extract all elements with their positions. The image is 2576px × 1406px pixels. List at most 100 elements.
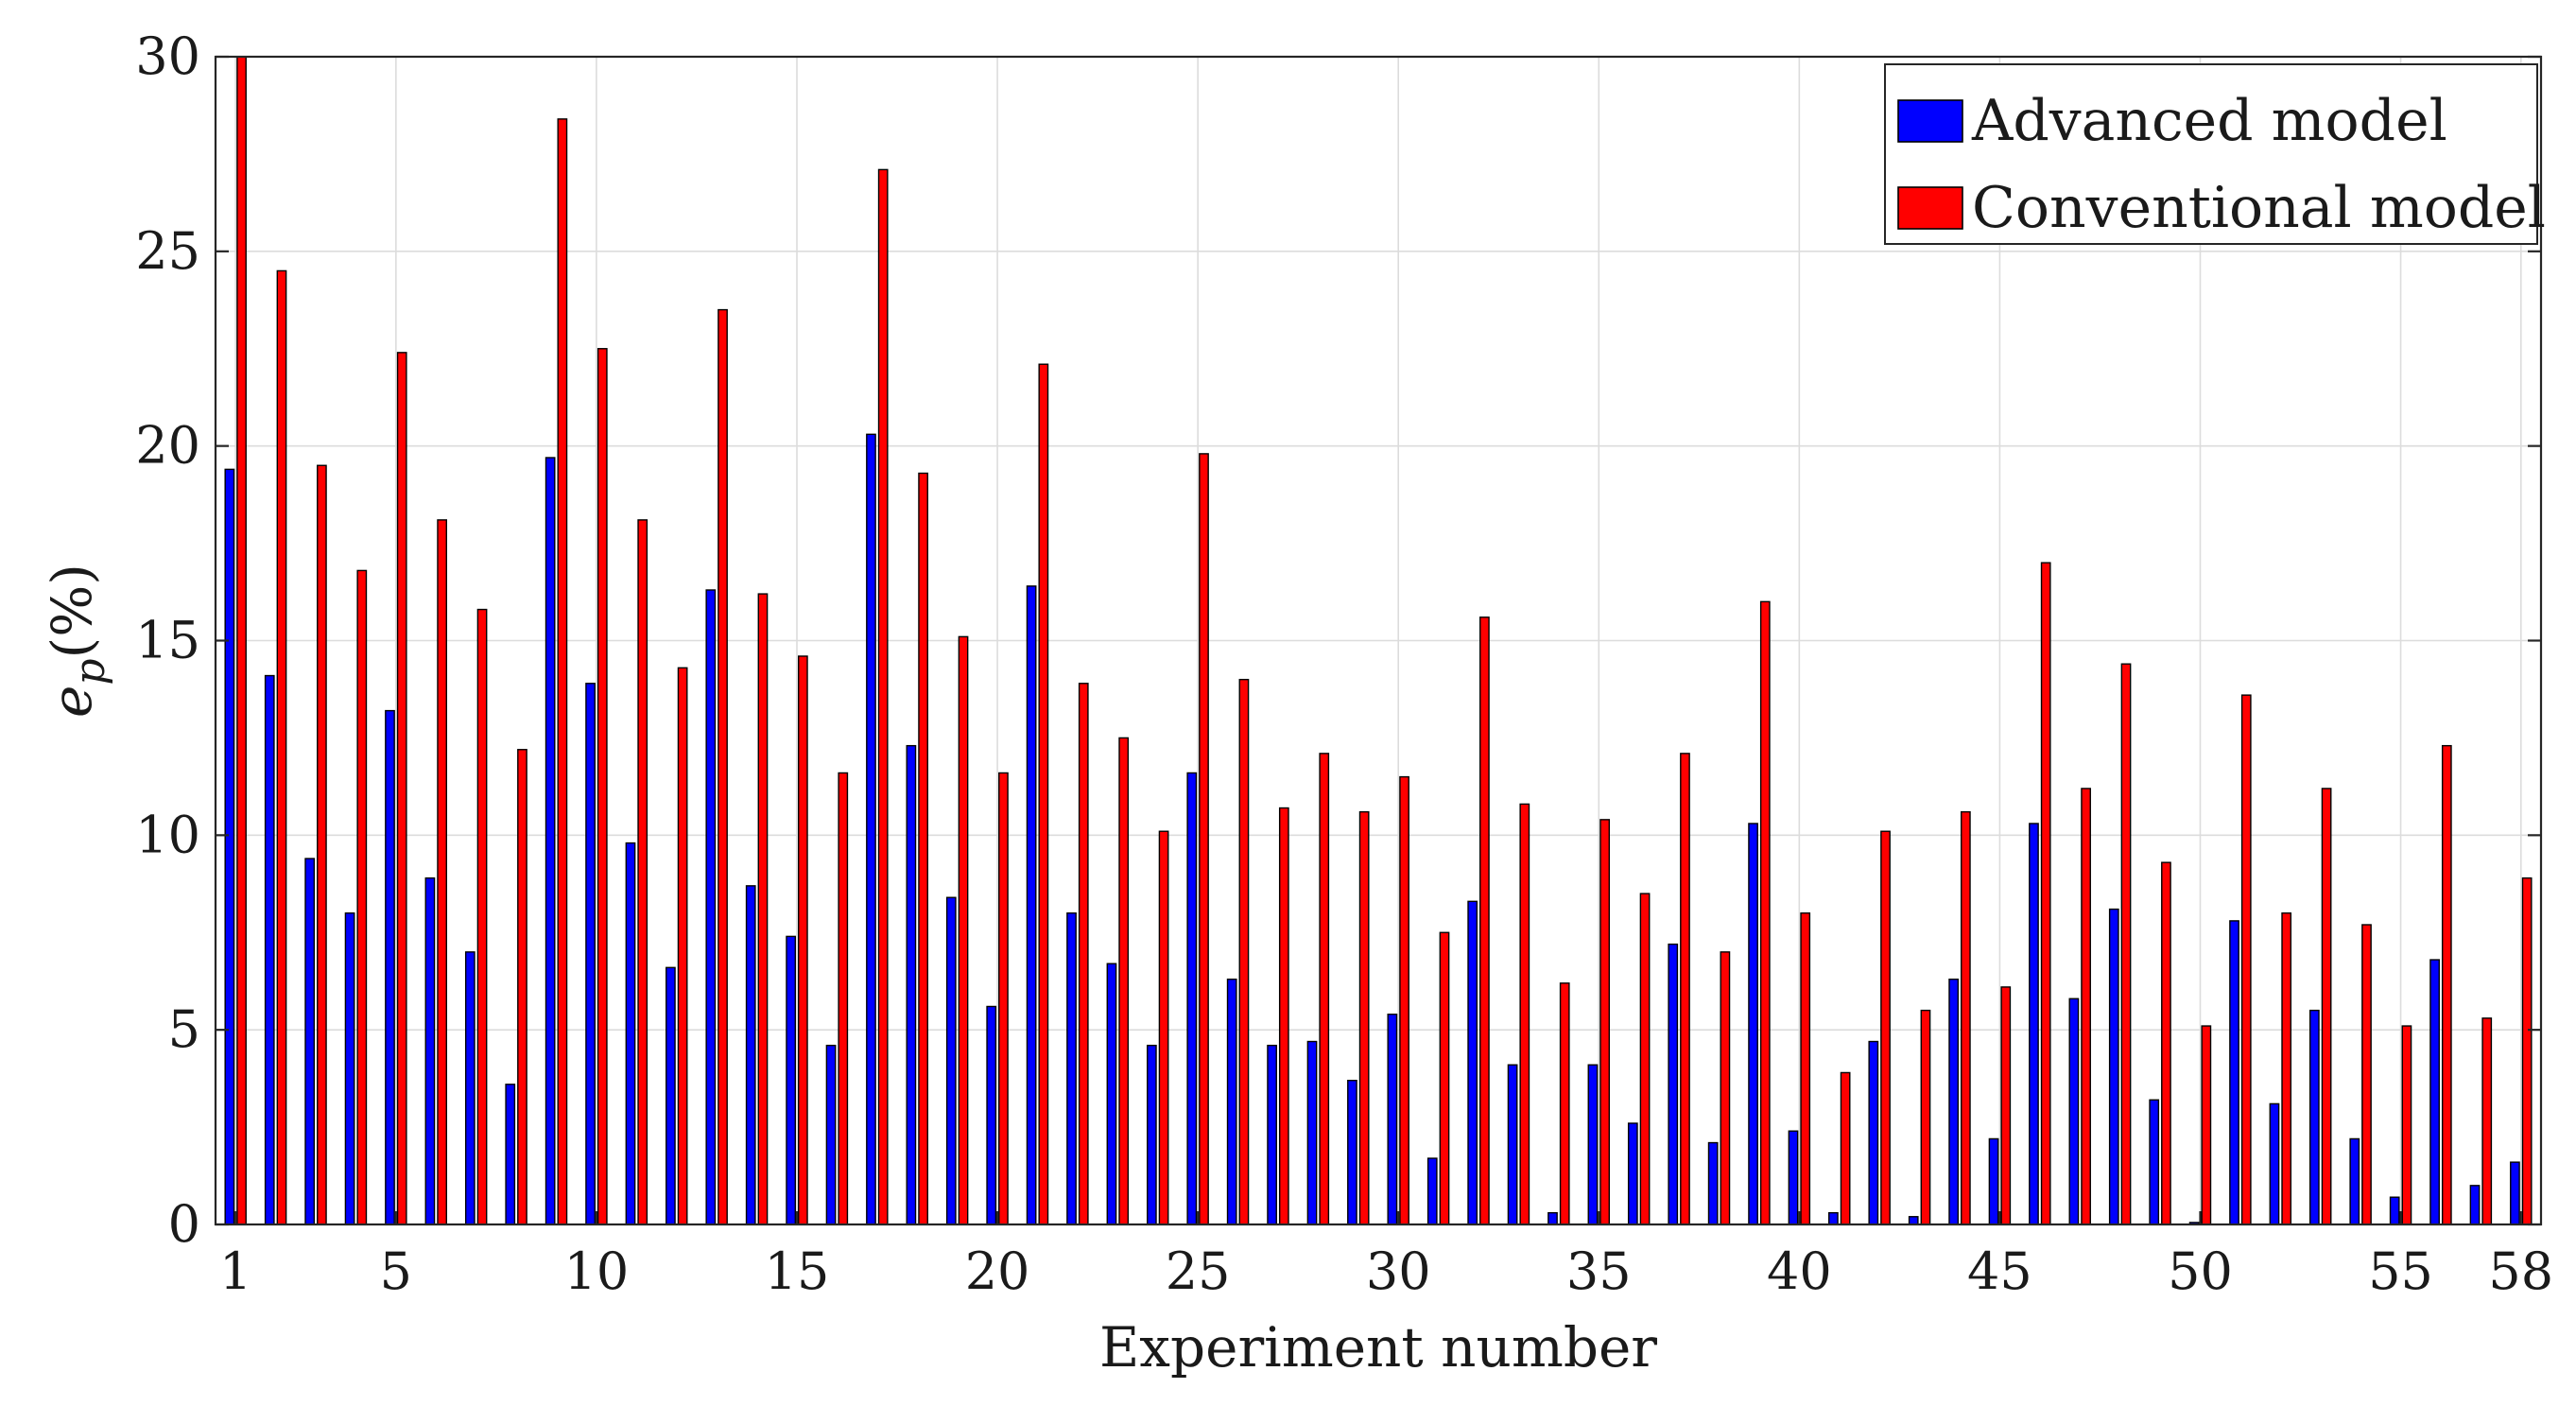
conventional-bar-42 bbox=[1880, 830, 1891, 1225]
legend-label-advanced: Advanced model bbox=[1971, 88, 2447, 154]
advanced-bar-11 bbox=[625, 842, 636, 1225]
conventional-bar-12 bbox=[677, 667, 688, 1225]
conventional-bar-48 bbox=[2120, 663, 2132, 1225]
advanced-bar-27 bbox=[1267, 1044, 1277, 1225]
conventional-bar-47 bbox=[2081, 788, 2091, 1225]
conventional-bar-20 bbox=[998, 772, 1009, 1225]
advanced-bar-10 bbox=[585, 683, 596, 1225]
conventional-bar-9 bbox=[557, 118, 568, 1225]
conventional-bar-40 bbox=[1800, 911, 1811, 1225]
conventional-bar-51 bbox=[2240, 694, 2252, 1225]
conventional-bar-43 bbox=[1920, 1009, 1931, 1225]
x-axis-label: Experiment number bbox=[1099, 1315, 1657, 1380]
advanced-bar-39 bbox=[1748, 823, 1758, 1225]
conventional-bar-56 bbox=[2441, 744, 2452, 1225]
conventional-bar-34 bbox=[1559, 982, 1570, 1225]
conventional-bar-35 bbox=[1599, 819, 1611, 1225]
conventional-bar-54 bbox=[2361, 924, 2372, 1225]
y-axis-label-subscript: p bbox=[66, 658, 114, 685]
conventional-bar-49 bbox=[2161, 861, 2171, 1225]
conventional-bar-58 bbox=[2521, 877, 2533, 1225]
conventional-bar-4 bbox=[356, 569, 368, 1225]
legend-swatch-conventional bbox=[1897, 186, 1963, 230]
conventional-bar-28 bbox=[1319, 753, 1330, 1225]
conventional-bar-18 bbox=[918, 472, 928, 1225]
conventional-bar-26 bbox=[1238, 678, 1250, 1225]
advanced-bar-28 bbox=[1306, 1040, 1318, 1225]
conventional-bar-16 bbox=[838, 772, 849, 1225]
conventional-bar-52 bbox=[2281, 911, 2292, 1225]
conventional-bar-5 bbox=[396, 352, 407, 1225]
conventional-bar-44 bbox=[1960, 810, 1971, 1225]
conventional-bar-10 bbox=[596, 348, 608, 1225]
advanced-bar-3 bbox=[304, 858, 316, 1225]
y-tick-label-0: 0 bbox=[168, 1194, 200, 1254]
y-tick-label-25: 25 bbox=[135, 221, 200, 281]
y-tick-label-20: 20 bbox=[135, 416, 200, 476]
x-tick-label-55: 55 bbox=[2368, 1241, 2433, 1301]
conventional-bar-24 bbox=[1158, 830, 1169, 1225]
y-axis-label-base: e bbox=[40, 686, 104, 718]
conventional-bar-14 bbox=[757, 593, 769, 1225]
advanced-bar-26 bbox=[1226, 978, 1237, 1225]
legend: Advanced model Conventional model bbox=[1884, 63, 2546, 245]
advanced-bar-36 bbox=[1627, 1122, 1638, 1225]
conventional-bar-11 bbox=[637, 519, 648, 1225]
conventional-bar-31 bbox=[1439, 931, 1450, 1225]
y-tick-label-10: 10 bbox=[135, 805, 200, 864]
advanced-bar-8 bbox=[505, 1084, 516, 1225]
conventional-bar-15 bbox=[797, 655, 808, 1225]
conventional-bar-17 bbox=[877, 168, 889, 1225]
y-axis-label-suffix: (%) bbox=[40, 564, 104, 658]
x-tick-label-50: 50 bbox=[2168, 1241, 2233, 1301]
advanced-bar-52 bbox=[2269, 1102, 2280, 1225]
advanced-bar-17 bbox=[866, 433, 876, 1225]
advanced-bar-13 bbox=[705, 589, 717, 1225]
advanced-bar-37 bbox=[1668, 943, 1679, 1225]
conventional-bar-8 bbox=[517, 749, 527, 1225]
advanced-bar-47 bbox=[2068, 998, 2080, 1225]
advanced-bar-35 bbox=[1587, 1064, 1599, 1225]
advanced-bar-57 bbox=[2469, 1185, 2481, 1225]
conventional-bar-55 bbox=[2401, 1025, 2412, 1225]
advanced-bar-15 bbox=[786, 935, 797, 1225]
advanced-bar-49 bbox=[2149, 1099, 2160, 1225]
y-axis-label: ep(%) bbox=[40, 564, 114, 718]
conventional-bar-6 bbox=[437, 519, 448, 1225]
grid-layer bbox=[216, 56, 2541, 1225]
x-tick-label-25: 25 bbox=[1166, 1241, 1231, 1301]
advanced-bar-25 bbox=[1186, 772, 1198, 1225]
legend-swatch-advanced bbox=[1897, 99, 1963, 143]
conventional-bar-25 bbox=[1199, 453, 1209, 1225]
y-tick-label-30: 30 bbox=[135, 26, 200, 86]
conventional-bar-21 bbox=[1038, 363, 1049, 1225]
advanced-bar-21 bbox=[1026, 585, 1037, 1225]
advanced-bar-24 bbox=[1146, 1044, 1157, 1225]
x-tick-label-45: 45 bbox=[1967, 1241, 2032, 1301]
advanced-bar-22 bbox=[1066, 911, 1077, 1225]
x-tick-label-40: 40 bbox=[1767, 1241, 1832, 1301]
conventional-bar-32 bbox=[1479, 616, 1490, 1225]
y-tick-label-15: 15 bbox=[135, 611, 200, 670]
x-tick-label-30: 30 bbox=[1366, 1241, 1431, 1301]
conventional-bar-27 bbox=[1278, 807, 1289, 1225]
advanced-bar-51 bbox=[2229, 920, 2239, 1225]
advanced-bar-34 bbox=[1547, 1211, 1558, 1225]
advanced-bar-30 bbox=[1387, 1013, 1398, 1225]
advanced-bar-31 bbox=[1426, 1157, 1438, 1225]
bars-layer bbox=[224, 56, 2533, 1225]
conventional-bar-46 bbox=[2040, 562, 2051, 1225]
advanced-bar-56 bbox=[2429, 959, 2440, 1225]
advanced-bar-54 bbox=[2349, 1137, 2360, 1225]
advanced-bar-29 bbox=[1347, 1079, 1357, 1225]
conventional-bar-22 bbox=[1078, 683, 1089, 1225]
advanced-bar-44 bbox=[1948, 978, 1960, 1225]
conventional-bar-23 bbox=[1118, 737, 1130, 1225]
conventional-bar-41 bbox=[1840, 1071, 1851, 1225]
conventional-bar-36 bbox=[1639, 893, 1651, 1225]
advanced-bar-14 bbox=[745, 885, 756, 1225]
advanced-bar-32 bbox=[1467, 900, 1478, 1225]
conventional-bar-33 bbox=[1519, 803, 1530, 1225]
